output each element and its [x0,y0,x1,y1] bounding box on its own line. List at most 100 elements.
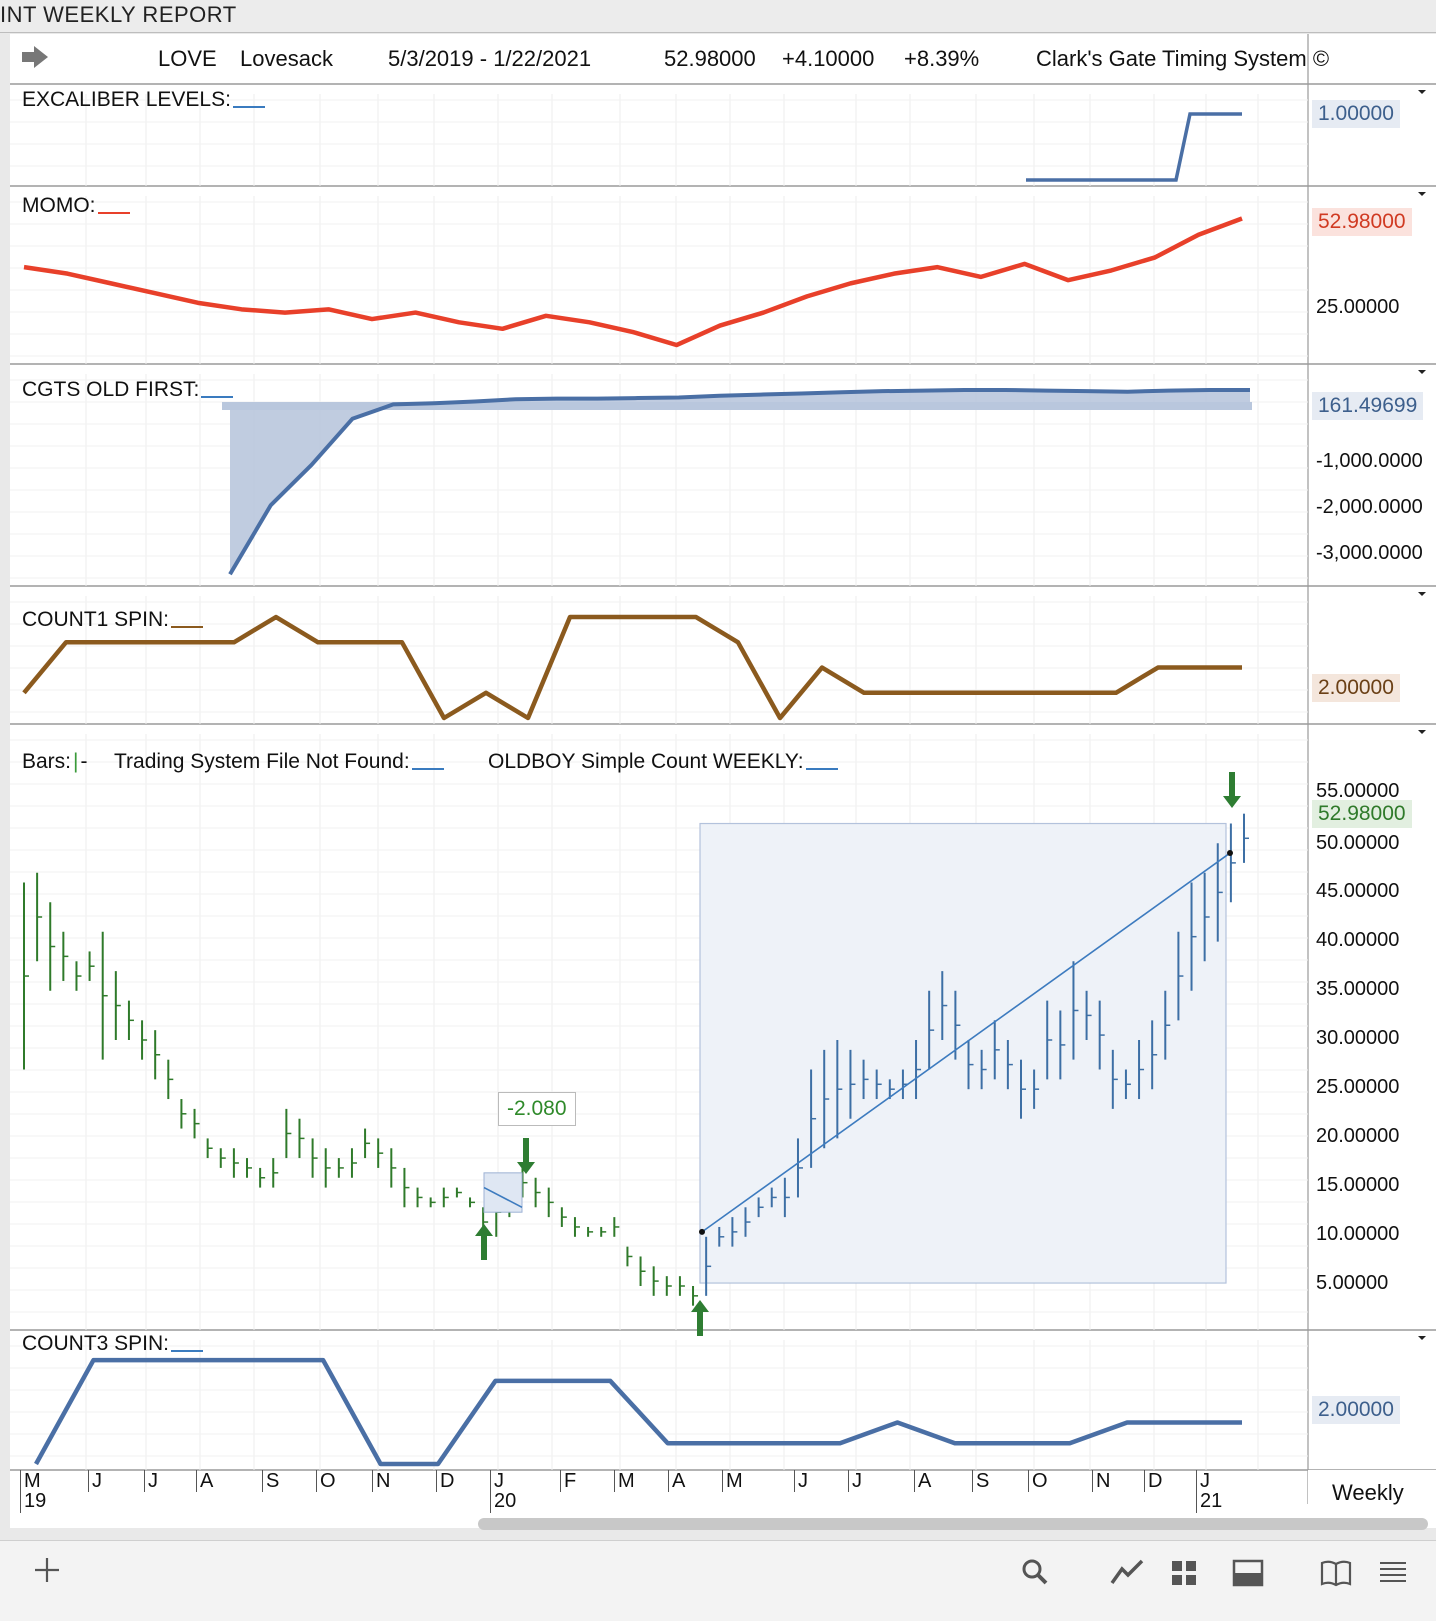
bars-label: Bars:|- [22,750,88,773]
small-trend-line [483,1186,523,1208]
x-axis-month: A [914,1470,931,1492]
arrow-icon[interactable] [20,44,50,75]
excaliber-line [1026,112,1242,182]
annotation-label: -2.080 [498,1092,576,1126]
panel-menu-icon [1418,90,1426,94]
symbol: LOVE [158,46,217,71]
count1-label: COUNT1 SPIN: [22,608,204,632]
count1-value-tag: 2.00000 [1312,674,1400,702]
bars-tick-40: 40.00000 [1316,929,1400,951]
trend-start-dot [699,1228,705,1235]
x-axis-month: J [848,1470,862,1492]
bars-tick-20: 20.00000 [1316,1125,1400,1147]
x-axis-month: J [490,1470,504,1492]
trend-end-dot [1227,850,1233,857]
x-axis-month: M [722,1470,743,1492]
window-title: INT WEEKLY REPORT [0,2,237,27]
x-axis-year: 20 [490,1490,516,1513]
chart-svg[interactable] [10,34,1436,1528]
chart-area[interactable] [10,34,1436,1528]
sell-arrow-icon [517,1138,535,1174]
x-axis-month: M [20,1470,41,1492]
date-range: 5/3/2019 - 1/22/2021 [388,46,592,71]
cgts-tick-1: -1,000.0000 [1316,450,1423,472]
y-axis-column [1308,34,1436,1470]
x-axis: M J J A S O N D J F M A M J J A S O N D J 19 20 21 [10,1470,1310,1514]
menu-icon[interactable] [1378,1559,1408,1595]
count3-label: COUNT3 SPIN: [22,1332,204,1356]
cgts-label-text: CGTS OLD FIRST: [22,378,200,401]
sell-arrow-icon [1223,772,1241,808]
periodicity-box[interactable]: Weekly [1308,1470,1436,1514]
grid-icon[interactable] [1170,1559,1198,1595]
periodicity-label: Weekly [1332,1480,1404,1505]
bars-tick-5: 5.00000 [1316,1272,1389,1294]
cgts-tick-2: -2,000.0000 [1316,496,1423,518]
horizontal-scrollbar[interactable] [478,1518,1428,1530]
x-axis-year: 19 [20,1490,46,1513]
bars-tick-45: 45.00000 [1316,880,1400,902]
x-axis-month: J [144,1470,158,1492]
momo-value-tag: 52.98000 [1312,208,1412,236]
panel-icon[interactable] [1232,1559,1264,1595]
book-icon[interactable] [1320,1559,1352,1595]
buy-arrow-icon [691,1300,709,1336]
cgts-band [222,402,1252,410]
bars-value-tag: 52.98000 [1312,800,1412,828]
count3-label-text: COUNT3 SPIN: [22,1332,170,1355]
x-axis-month: D [436,1470,454,1492]
cgts-line [228,388,1250,576]
x-axis-month: D [1144,1470,1162,1492]
x-axis-month: S [262,1470,279,1492]
excaliber-label-text: EXCALIBER LEVELS: [22,88,231,111]
panel-menu-icon [1418,1336,1426,1340]
momo-tick: 25.00000 [1316,296,1400,318]
x-axis-month: A [196,1470,213,1492]
search-icon[interactable] [1020,1557,1050,1595]
momo-label-text: MOMO: [22,194,96,217]
x-axis-year: 21 [1196,1490,1222,1513]
bars-tick-30: 30.00000 [1316,1027,1400,1049]
cgts-area [230,390,1250,575]
last-price: 52.98000 [664,46,756,71]
x-axis-month: N [372,1470,390,1492]
trading-system-label-text: Trading System File Not Found: [114,750,410,773]
count3-value-tag: 2.00000 [1312,1396,1400,1424]
panel-menu-icon [1418,592,1426,596]
x-axis-month: O [1028,1470,1048,1492]
price-change: +4.10000 [782,46,875,71]
cgts-value-tag: 161.49699 [1312,392,1424,420]
oldboy-label: OLDBOY Simple Count WEEKLY: [488,750,838,774]
panel-menu-icon [1418,192,1426,196]
count1-line [22,614,1242,721]
x-axis-month: N [1092,1470,1110,1492]
window-titlebar: INT WEEKLY REPORT [0,0,1436,33]
x-axis-month: J [794,1470,808,1492]
panel-menu-icon [1418,730,1426,734]
price-change-pct: +8.39% [904,46,980,71]
bars-tick-15: 15.00000 [1316,1174,1400,1196]
cgts-tick-3: -3,000.0000 [1316,542,1423,564]
oldboy-label-text: OLDBOY Simple Count WEEKLY: [488,750,804,773]
count1-label-text: COUNT1 SPIN: [22,608,170,631]
small-count-box [483,1172,523,1213]
bars-label-text: Bars: [22,750,72,773]
buy-arrow-icon [475,1224,493,1260]
panel-menu-icon [1418,370,1426,374]
x-axis-month: J [88,1470,102,1492]
symbol-name: Lovesack [240,46,333,71]
trading-system-label: Trading System File Not Found: [114,750,444,774]
count3-line [34,1357,1242,1467]
bars-tick-55: 55.00000 [1316,780,1400,802]
trend-line [701,852,1231,1233]
bars-label-suffix: - [80,750,88,773]
system-name: Clark's Gate Timing System © [1036,46,1330,71]
excaliber-value-tag: 1.00000 [1312,100,1400,128]
momo-line [23,216,1243,348]
x-axis-month: S [972,1470,989,1492]
chart-line-icon[interactable] [1110,1557,1144,1595]
add-icon[interactable] [32,1555,62,1593]
x-axis-month: J [1196,1470,1210,1492]
excaliber-label: EXCALIBER LEVELS: [22,88,265,112]
x-axis-month: O [316,1470,336,1492]
